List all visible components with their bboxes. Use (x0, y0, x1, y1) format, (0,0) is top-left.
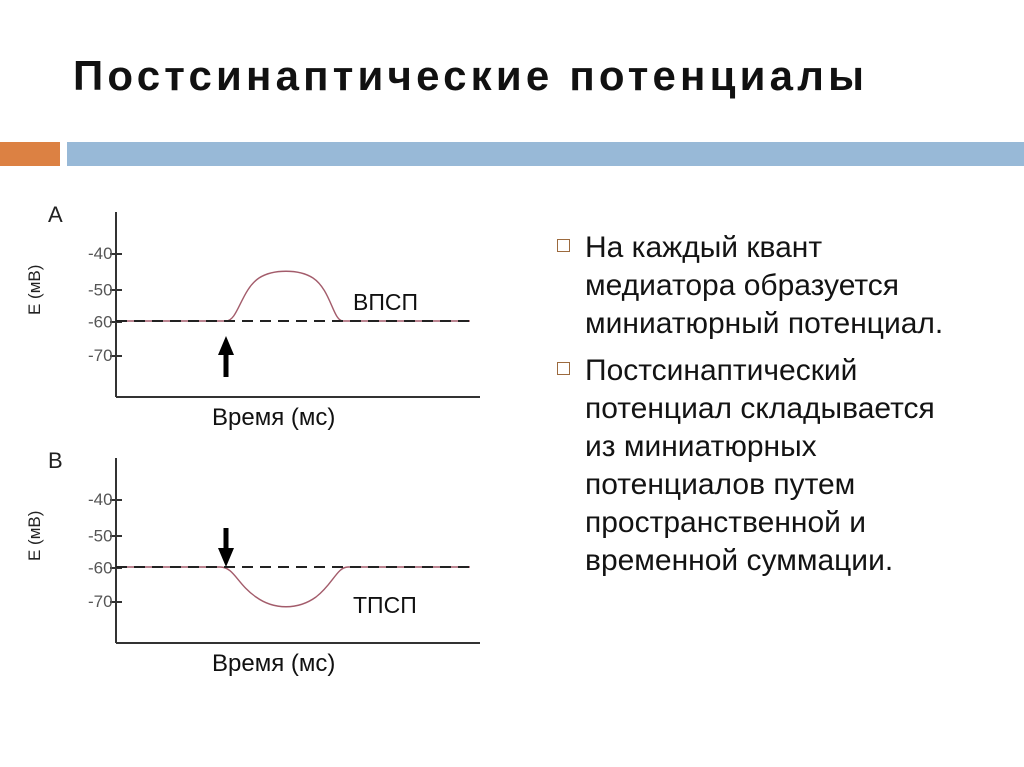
svg-text:-40: -40 (88, 244, 113, 263)
svg-text:Время (мс): Время (мс) (212, 404, 335, 431)
svg-text:A: A (48, 202, 63, 227)
svg-text:-60: -60 (88, 313, 113, 332)
svg-text:E (мВ): E (мВ) (25, 511, 44, 561)
svg-text:-70: -70 (88, 592, 113, 611)
svg-text:-40: -40 (88, 490, 113, 509)
svg-text:-50: -50 (88, 527, 113, 546)
svg-text:E (мВ): E (мВ) (25, 265, 44, 315)
svg-text:-70: -70 (88, 346, 113, 365)
svg-text:-50: -50 (88, 281, 113, 300)
svg-text:Время (мс): Время (мс) (212, 650, 335, 677)
svg-text:B: B (48, 448, 63, 473)
svg-text:-60: -60 (88, 559, 113, 578)
svg-text:ТПСП: ТПСП (353, 592, 417, 618)
svg-text:ВПСП: ВПСП (353, 289, 418, 315)
